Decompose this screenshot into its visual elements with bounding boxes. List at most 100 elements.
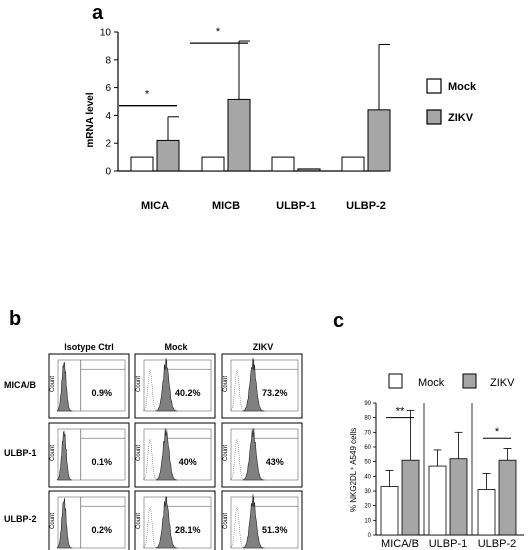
panel-a-ytick-label: 2 xyxy=(105,139,111,150)
panel-a-bar xyxy=(367,109,391,172)
panel-a-legend: Mock ZIKV xyxy=(426,78,477,125)
panel-a-significance-label: * xyxy=(216,26,221,38)
panel-a-bar xyxy=(156,139,180,172)
histogram-percent-label: 28.1% xyxy=(175,525,201,535)
panel-c-ytick-label: 30 xyxy=(364,489,371,495)
histogram-plot-area xyxy=(143,496,212,549)
panel-a-ylabel: mRNA level xyxy=(85,92,96,147)
histogram-isotype-overlay xyxy=(230,506,244,549)
panel-c-axis: 0 10 20 30 40 50 60 70 80 90 xyxy=(364,401,524,539)
histogram-plot-area xyxy=(57,359,126,412)
legend-c-swatch-mock xyxy=(388,373,403,389)
legend-c-label-zikv: ZIKV xyxy=(490,377,515,389)
histogram-axis-tick: Count xyxy=(136,513,142,529)
panel-c-ytick-label: 0 xyxy=(368,533,372,539)
panel-a-bar xyxy=(227,98,251,172)
histogram-plot-area xyxy=(143,428,212,481)
panel-b-label: b xyxy=(9,308,21,330)
panel-a-bar xyxy=(271,156,295,172)
panel-a-ytick-label: 8 xyxy=(105,55,111,66)
histogram-percent-label: 0.1% xyxy=(92,457,113,467)
panel-b: b Isotype Ctrl Mock ZIKV MICA/B ULBP-1 U… xyxy=(4,308,303,550)
histogram-plot-area xyxy=(230,359,299,412)
histogram-percent-label: 43% xyxy=(266,457,284,467)
panel-c-ytick-label: 70 xyxy=(364,430,371,436)
histogram-shape xyxy=(156,358,178,412)
histogram-percent-label: 40.2% xyxy=(175,388,201,398)
panel-c-legend: Mock ZIKV xyxy=(388,373,515,389)
histogram-axis-tick: Count xyxy=(223,513,229,529)
panel-a-ytick-label: 6 xyxy=(105,83,111,94)
legend-swatch-mock xyxy=(426,78,442,94)
histogram-isotype-overlay xyxy=(143,369,157,412)
panel-a-bar xyxy=(201,156,225,172)
histogram-isotype-overlay xyxy=(143,506,157,549)
panel-a-bar xyxy=(341,156,365,172)
histogram-percent-label: 40% xyxy=(179,457,197,467)
panel-b-col-isotype: Isotype Ctrl xyxy=(64,342,114,352)
legend-c-swatch-zikv xyxy=(462,373,477,389)
histogram-shape xyxy=(56,430,73,481)
histogram-shape xyxy=(56,361,73,412)
panel-c-category-label: ULBP-2 xyxy=(478,538,517,550)
histogram-percent-label: 51.3% xyxy=(262,525,288,535)
panel-c-category-label: ULBP-1 xyxy=(429,538,468,550)
legend-label-zikv: ZIKV xyxy=(448,112,474,124)
histogram-plot-area xyxy=(230,496,299,549)
panel-c-category-label: MICA/B xyxy=(381,538,419,550)
histogram-plot-area xyxy=(57,496,126,549)
panel-a-significance: ** xyxy=(119,26,248,107)
panel-a-bar xyxy=(297,168,321,172)
panel-b-row-ulbp1: ULBP-1 xyxy=(4,448,37,458)
panel-c-significance: *** xyxy=(386,406,511,439)
panel-c-bar xyxy=(498,459,517,536)
panel-b-col-zikv: ZIKV xyxy=(253,342,274,352)
panel-a-categories: MICA MICB ULBP-1 ULBP-2 xyxy=(141,200,386,212)
panel-a-bars xyxy=(130,40,391,172)
panel-c-ytick-label: 50 xyxy=(364,460,371,466)
panel-c-categories: MICA/B ULBP-1 ULBP-2 xyxy=(381,538,516,550)
legend-c-label-mock: Mock xyxy=(418,377,445,389)
histogram-plot-area xyxy=(143,359,212,412)
panel-b-row-ulbp2: ULBP-2 xyxy=(4,514,37,524)
legend-label-mock: Mock xyxy=(448,81,477,93)
panel-c-ytick-label: 60 xyxy=(364,445,371,451)
panel-a-category-label: ULBP-1 xyxy=(276,200,316,212)
panel-c-significance-label: ** xyxy=(396,406,405,418)
panel-b-histogram-grid: Count 0.9% Count 40.2% Count 73.2% Count 0.1% Co… xyxy=(48,353,303,550)
histogram-percent-label: 73.2% xyxy=(262,388,288,398)
panel-a-ytick-label: 4 xyxy=(105,111,111,122)
panel-c-bar xyxy=(428,465,447,536)
panel-a-label: a xyxy=(92,2,104,24)
panel-c-significance-label: * xyxy=(495,426,500,438)
panel-c-bar xyxy=(380,486,399,536)
histogram-shape xyxy=(243,494,265,549)
histogram-shape xyxy=(243,428,265,481)
histogram-axis-tick: Count xyxy=(50,513,56,529)
histogram-shape xyxy=(156,428,178,481)
panel-c-bar xyxy=(477,489,496,536)
panel-a-significance-label: * xyxy=(145,89,150,101)
panel-a-bar xyxy=(130,156,154,172)
panel-a-category-label: MICA xyxy=(141,200,169,212)
panel-a-ytick-label: 0 xyxy=(105,167,111,178)
panel-a-category-label: MICB xyxy=(212,200,240,212)
histogram-axis-tick: Count xyxy=(50,376,56,392)
panel-c-bar xyxy=(401,459,420,536)
panel-c-ytick-label: 20 xyxy=(364,504,371,510)
panel-c-ytick-label: 40 xyxy=(364,474,371,480)
panel-c-bars xyxy=(380,409,517,536)
panel-b-row-micab: MICA/B xyxy=(4,380,36,390)
histogram-axis-tick: Count xyxy=(223,376,229,392)
histogram-percent-label: 0.9% xyxy=(92,388,113,398)
histogram-plot-area xyxy=(230,428,299,481)
histogram-axis-tick: Count xyxy=(136,445,142,461)
histogram-isotype-overlay xyxy=(230,438,244,481)
histogram-shape xyxy=(243,357,265,412)
histogram-axis-tick: Count xyxy=(50,445,56,461)
panel-c-label: c xyxy=(333,310,344,332)
panel-c-ytick-label: 80 xyxy=(364,416,371,422)
histogram-axis-tick: Count xyxy=(223,445,229,461)
